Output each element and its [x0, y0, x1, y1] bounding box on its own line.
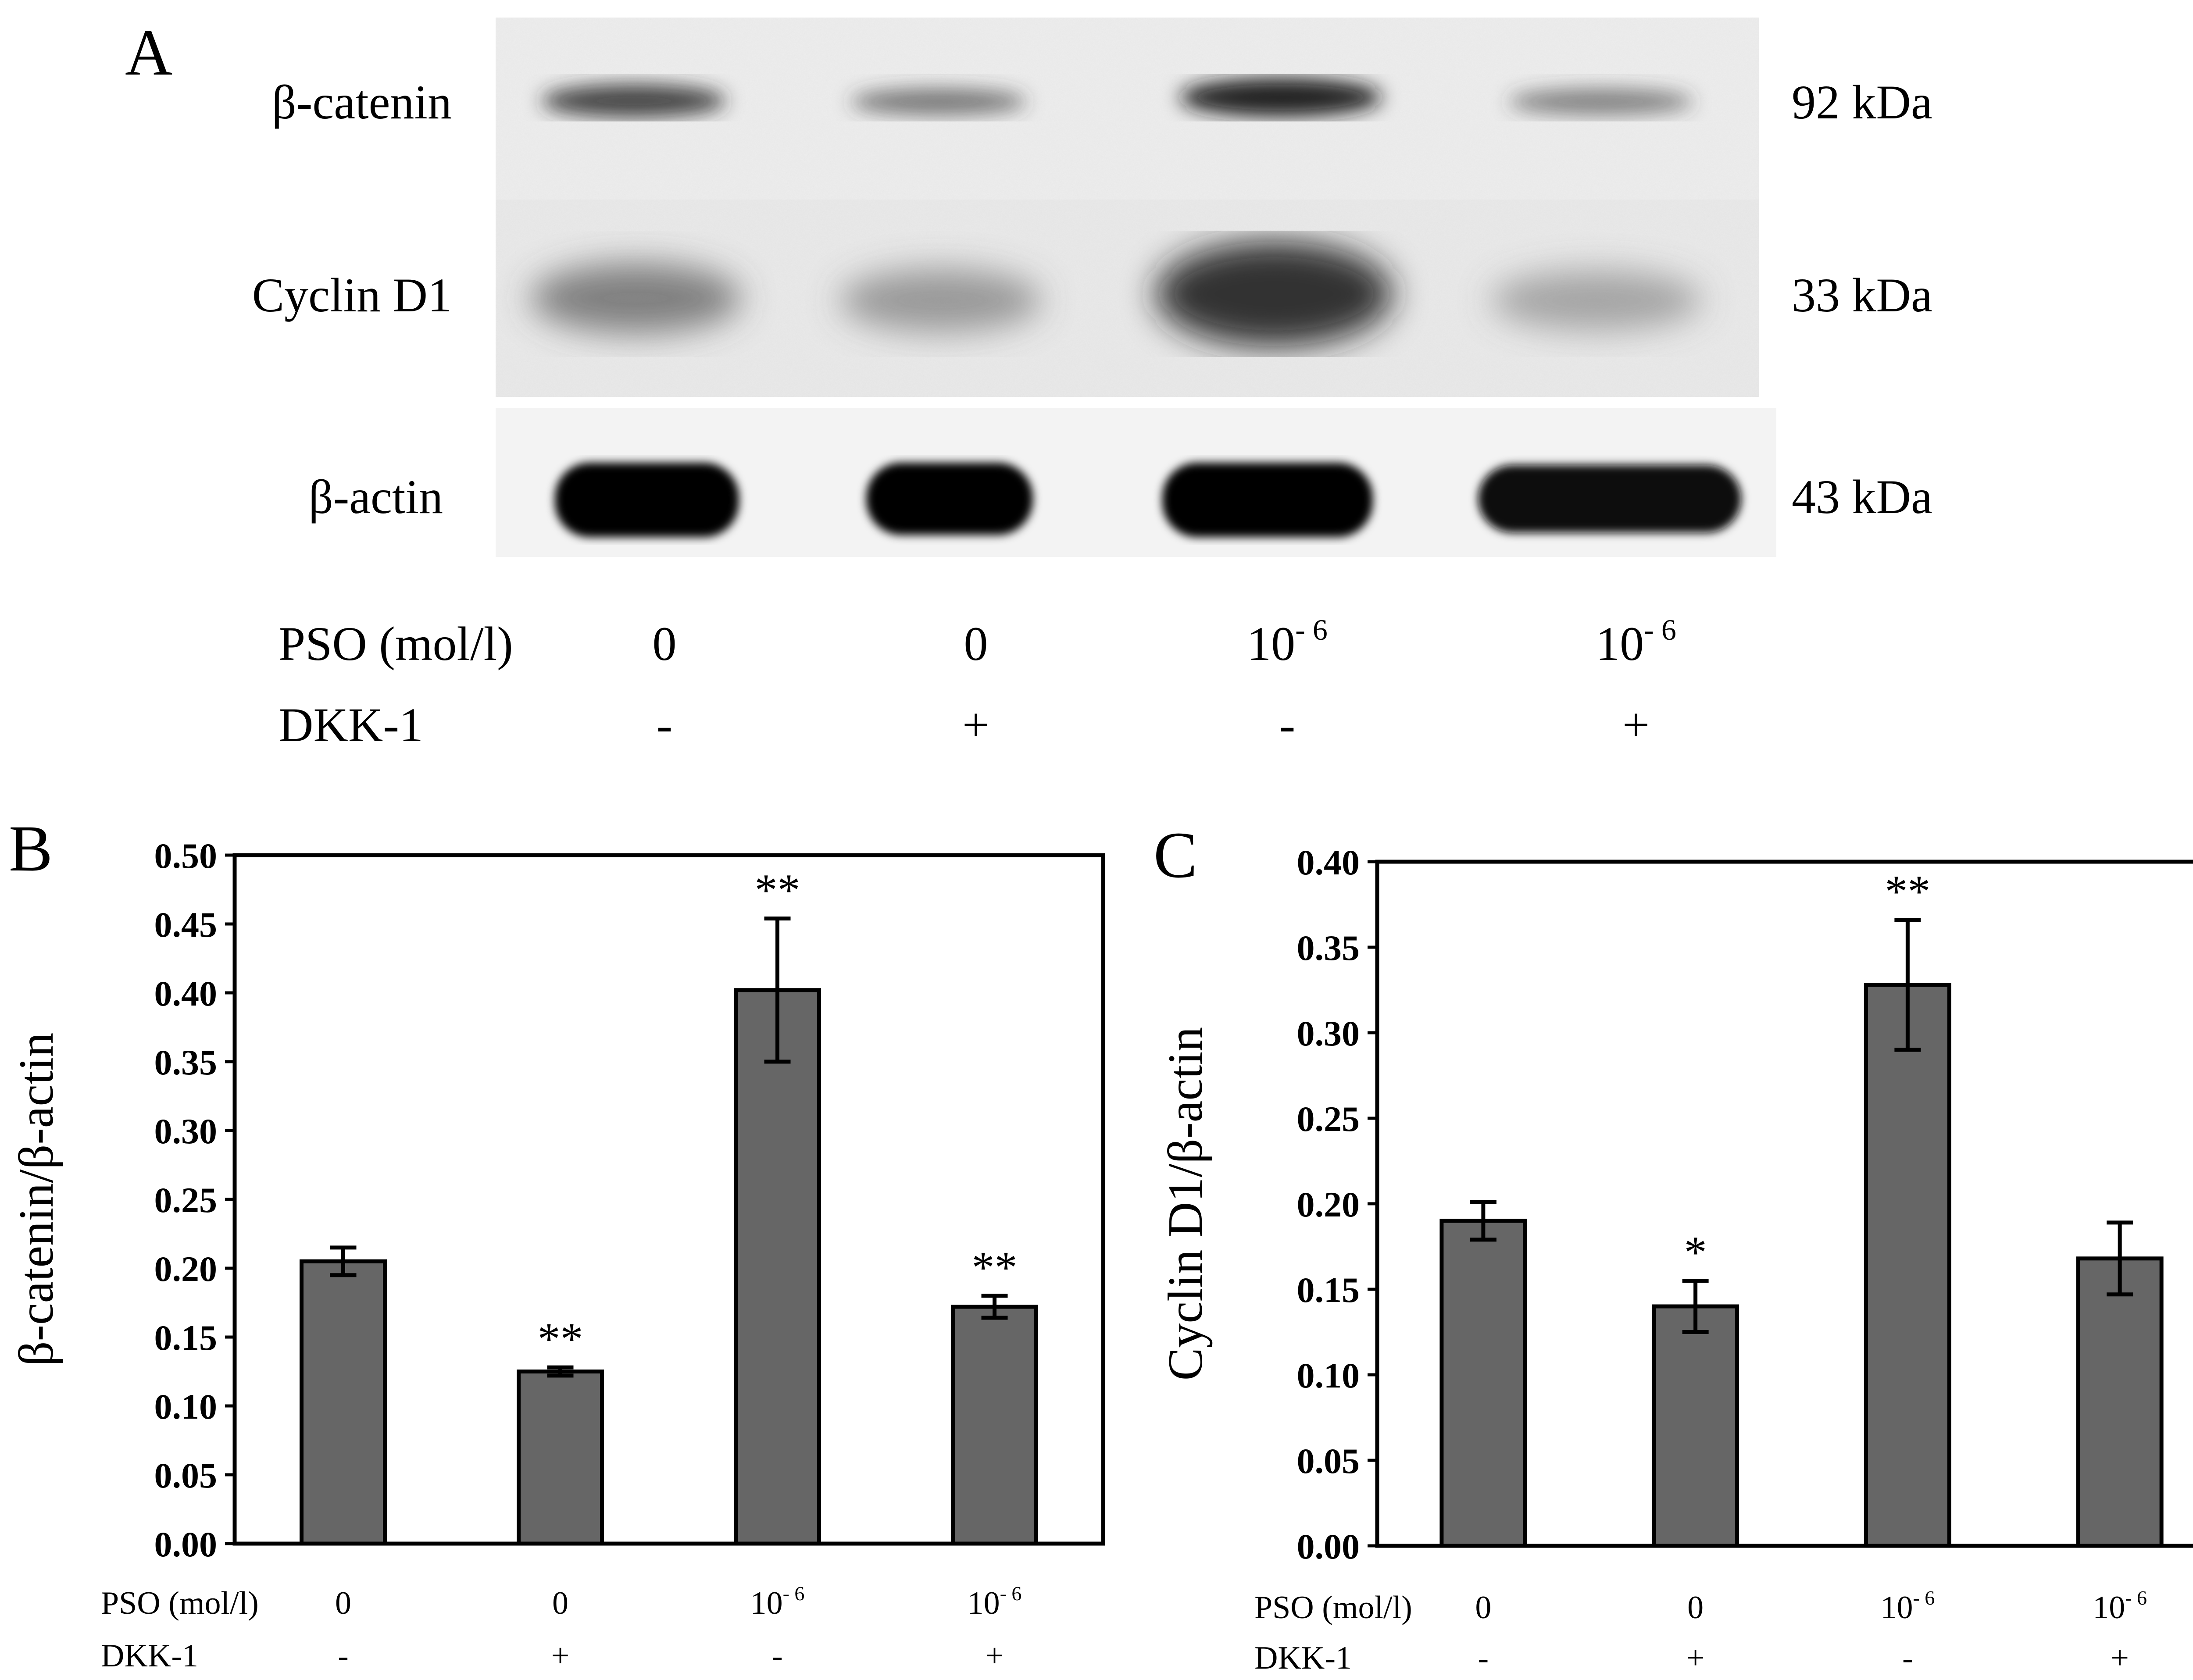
y-tick-label: 0.25 — [1297, 1099, 1360, 1139]
bar — [300, 1259, 387, 1546]
error-bar — [1470, 1200, 1497, 1242]
chart-panel-c: C 0.00 0.05 0.10 0.15 0.20 0.25 0.30 0.35 0.40 Cy… — [1154, 819, 2193, 1676]
y-tick-label: 0.40 — [154, 974, 218, 1013]
bar — [1439, 1219, 1527, 1548]
dkk-value: - — [657, 698, 673, 752]
x-pso-value: 0 — [1687, 1590, 1704, 1626]
y-tick-label: 0.30 — [1297, 1013, 1360, 1053]
bar — [1864, 983, 1951, 1548]
bar — [2076, 1256, 2164, 1548]
bar — [517, 1370, 604, 1546]
dkk-value: + — [1622, 698, 1650, 752]
y-tick-label: 0.15 — [154, 1318, 218, 1358]
bar — [734, 988, 821, 1546]
x-dkk-row-label: DKK-1 — [101, 1638, 198, 1674]
significance-mark: ** — [755, 865, 800, 915]
blot-membrane-beta-catenin — [496, 18, 1759, 200]
blot-labels: β-catenin Cyclin D1 β-actin 92 kDa 33 kD… — [252, 75, 1932, 524]
error-bar — [1682, 1279, 1709, 1334]
significance-mark: * — [1684, 1227, 1707, 1278]
blot-label-beta-actin: β-actin — [309, 470, 443, 524]
blot-membrane-cyclin-d1 — [496, 200, 1759, 397]
x-dkk-value: - — [772, 1638, 783, 1674]
error-bar — [1894, 918, 1921, 1052]
blot-label-beta-catenin: β-catenin — [272, 75, 452, 129]
x-dkk-value: + — [551, 1638, 570, 1674]
significance-mark: ** — [1885, 867, 1930, 917]
blot-membrane-beta-actin — [496, 408, 1776, 557]
pso-value: 10- 6 — [1247, 613, 1328, 671]
dkk-value: + — [962, 698, 989, 752]
panel-letter-a: A — [125, 16, 172, 89]
y-tick-label: 0.05 — [154, 1455, 218, 1495]
y-axis-label: Cyclin D1/β-actin — [1158, 1027, 1213, 1381]
y-tick-label: 0.35 — [154, 1042, 218, 1082]
y-tick-label: 0.30 — [154, 1111, 218, 1151]
bar — [1652, 1304, 1739, 1548]
y-tick-label: 0.00 — [154, 1524, 218, 1564]
y-tick-label: 0.50 — [154, 836, 218, 876]
band-beta-catenin — [542, 78, 1693, 118]
kda-label-beta-catenin: 92 kDa — [1792, 75, 1932, 129]
kda-label-beta-actin: 43 kDa — [1792, 470, 1932, 524]
kda-label-cyclin-d1: 33 kDa — [1792, 268, 1932, 322]
x-dkk-value: - — [338, 1638, 349, 1674]
y-tick-label: 0.20 — [154, 1249, 218, 1289]
dkk-row-label: DKK-1 — [279, 698, 423, 752]
y-tick-label: 0.05 — [1297, 1441, 1360, 1481]
error-bar — [981, 1294, 1008, 1320]
y-tick-label: 0.25 — [154, 1180, 218, 1220]
pso-value: 10- 6 — [1596, 613, 1676, 671]
y-tick-label: 0.15 — [1297, 1270, 1360, 1310]
x-pso-value: 10- 6 — [750, 1582, 805, 1621]
error-bar — [330, 1245, 357, 1277]
x-dkk-value: + — [2111, 1640, 2129, 1676]
panel-letter-b: B — [9, 812, 53, 885]
bar — [951, 1305, 1038, 1546]
y-tick-label: 0.40 — [1297, 842, 1360, 882]
x-pso-value: 10- 6 — [968, 1582, 1022, 1621]
y-tick-label: 0.20 — [1297, 1184, 1360, 1224]
x-pso-value: 10- 6 — [2093, 1587, 2147, 1626]
significance-mark: ** — [972, 1242, 1018, 1293]
x-pso-value: 10- 6 — [1880, 1587, 1935, 1626]
x-dkk-value: - — [1478, 1640, 1489, 1676]
x-dkk-value: + — [1686, 1640, 1705, 1676]
y-tick-label: 0.10 — [154, 1387, 218, 1427]
y-tick-label: 0.45 — [154, 905, 218, 945]
error-bar — [2107, 1220, 2133, 1297]
x-dkk-row-label: DKK-1 — [1254, 1640, 1352, 1676]
x-dkk-value: - — [1902, 1640, 1913, 1676]
blot-conditions: PSO (mol/l) DKK-1 0 0 10- 6 10- 6 - + - + — [279, 613, 1676, 752]
x-pso-value: 0 — [335, 1585, 351, 1621]
error-bar — [764, 916, 791, 1064]
y-axis-label: β-catenin/β-actin — [9, 1033, 64, 1366]
x-pso-row-label: PSO (mol/l) — [101, 1585, 259, 1621]
x-pso-row-label: PSO (mol/l) — [1254, 1590, 1412, 1626]
panel-a: A — [125, 16, 1932, 752]
chart-panel-b: B 0.00 0.05 0.10 0.15 0.20 0.25 0.30 0.35 0.40 0.… — [9, 812, 1105, 1674]
x-pso-value: 0 — [552, 1585, 568, 1621]
panel-letter-c: C — [1154, 819, 1197, 892]
pso-value: 0 — [653, 617, 677, 671]
y-tick-label: 0.00 — [1297, 1527, 1360, 1566]
band-beta-actin — [555, 463, 1741, 537]
y-tick-label: 0.35 — [1297, 928, 1360, 968]
pso-row-label: PSO (mol/l) — [279, 617, 513, 671]
pso-value: 0 — [964, 617, 988, 671]
error-bar — [547, 1365, 574, 1378]
dkk-value: - — [1279, 698, 1296, 752]
x-dkk-value: + — [986, 1638, 1004, 1674]
x-pso-value: 0 — [1475, 1590, 1491, 1626]
band-cyclin-d1 — [531, 241, 1702, 346]
significance-mark: ** — [538, 1314, 583, 1364]
y-tick-label: 0.10 — [1297, 1355, 1360, 1395]
blot-label-cyclin-d1: Cyclin D1 — [252, 268, 452, 322]
